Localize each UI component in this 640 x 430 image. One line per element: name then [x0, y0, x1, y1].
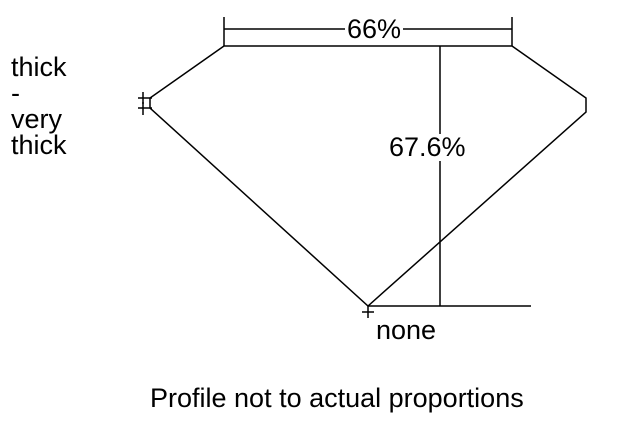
culet-marker — [362, 306, 374, 318]
girdle-marker-bottom — [138, 102, 152, 115]
proportions-note: Profile not to actual proportions — [150, 383, 524, 413]
depth-percentage-label: 67.6% — [389, 132, 466, 162]
gem-outline — [149, 45, 587, 308]
table-percentage-label: 66% — [345, 14, 404, 44]
culet-label: none — [376, 315, 437, 345]
girdle-label: thick - very thick — [11, 52, 67, 160]
